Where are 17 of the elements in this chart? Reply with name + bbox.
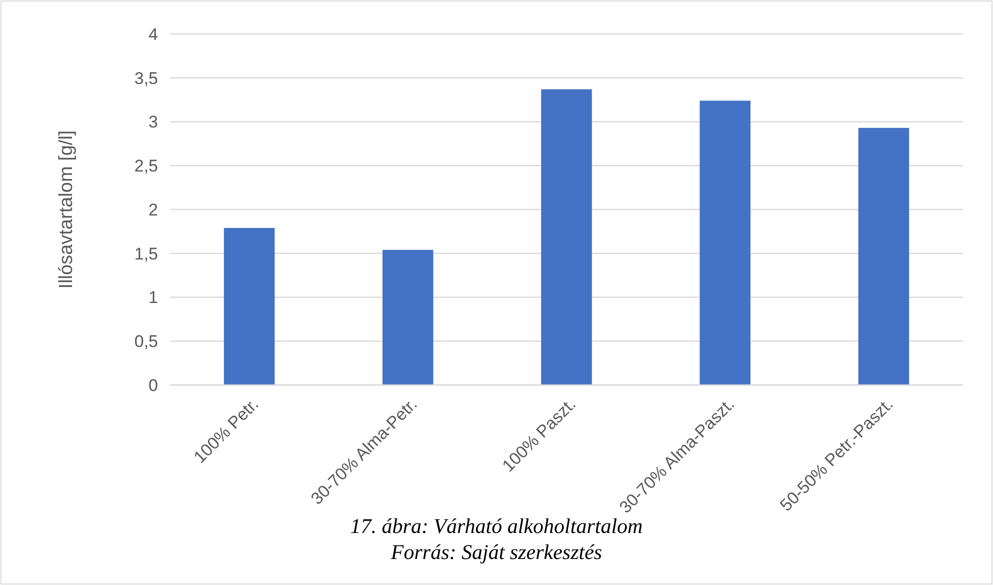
y-tick-label: 0,5 [134,332,158,352]
bar [382,250,434,385]
y-axis-title: Illósavtartalom [g/l] [56,130,77,289]
text: Forrás: Saját szerkesztés [390,540,602,564]
y-tick-label: 3,5 [134,68,158,88]
y-tick-label: 1 [148,288,158,308]
bar [224,228,275,385]
bar [541,89,592,385]
y-tick-label: 3 [148,112,158,132]
text: 17. ábra: Várható alkoholtartalom [350,514,643,538]
bar [700,100,750,385]
y-tick-label: 2,5 [134,156,158,176]
y-tick-label: 0 [148,376,158,395]
bar [858,128,910,385]
y-tick-label: 4 [148,24,158,44]
y-tick-label: 1,5 [134,244,158,264]
y-tick-label: 2 [148,200,158,220]
